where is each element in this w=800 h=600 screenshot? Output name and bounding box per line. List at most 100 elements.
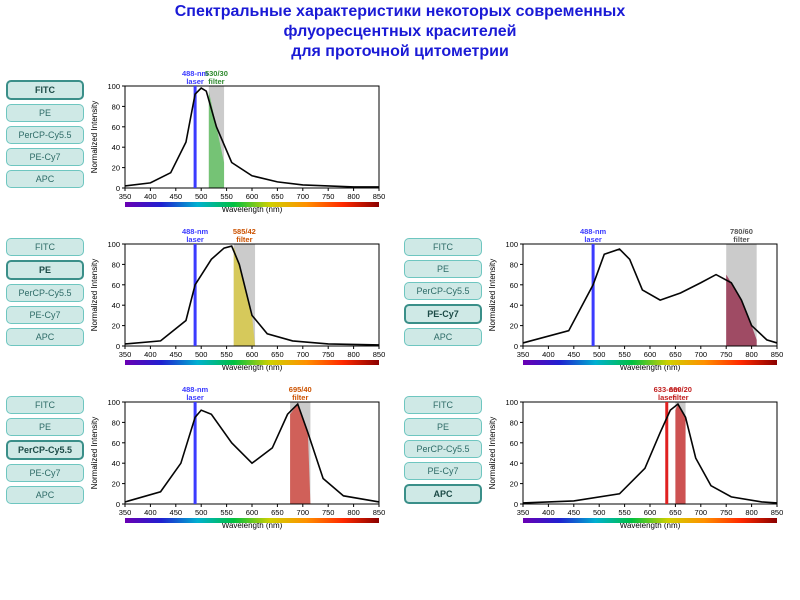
legend-pecy7: FITC PE PerCP-Cy5.5 PE-Cy7 APC [404, 224, 482, 346]
x-tick-label: 700 [695, 508, 708, 517]
cell-pecy7: FITCPEPerCP-Cy5.5PE-Cy7APC 3504004505005… [404, 224, 794, 376]
chart-pe: 3504004505005506006507007508008500204060… [87, 224, 396, 376]
x-tick-label: 500 [593, 350, 606, 359]
filter-label-bottom: filter [292, 393, 308, 402]
y-tick-label: 60 [112, 281, 120, 290]
tab-fitc[interactable]: FITC [6, 396, 84, 414]
x-tick-label: 450 [170, 508, 183, 517]
x-tick-label: 850 [373, 508, 386, 517]
y-tick-label: 40 [510, 301, 518, 310]
tab-pe-cy7[interactable]: PE-Cy7 [404, 304, 482, 324]
spectrum-bar [523, 518, 777, 523]
y-axis-label: Normalized Intensity [488, 417, 497, 489]
tab-fitc[interactable]: FITC [404, 238, 482, 256]
x-tick-label: 600 [246, 508, 259, 517]
chart-percp: 3504004505005506006507007508008500204060… [87, 382, 396, 534]
y-tick-label: 80 [510, 418, 518, 427]
y-tick-label: 40 [112, 301, 120, 310]
x-tick-label: 500 [195, 192, 208, 201]
chart-pecy7: 3504004505005506006507007508008500204060… [485, 224, 794, 376]
plot-area [125, 86, 379, 188]
y-tick-label: 40 [112, 143, 120, 152]
tab-pe[interactable]: PE [404, 418, 482, 436]
x-tick-label: 650 [271, 192, 284, 201]
x-tick-label: 750 [322, 508, 335, 517]
tab-pe-cy7[interactable]: PE-Cy7 [6, 306, 84, 324]
spectrum-chart: 3504004505005506006507007508008500204060… [87, 66, 387, 218]
x-tick-label: 700 [297, 508, 310, 517]
x-tick-label: 750 [322, 350, 335, 359]
tab-pe-cy7[interactable]: PE-Cy7 [6, 148, 84, 166]
x-tick-label: 750 [720, 508, 733, 517]
title-line-2: флуоресцентных красителей [6, 22, 794, 42]
x-tick-label: 650 [271, 350, 284, 359]
tab-fitc[interactable]: FITC [6, 238, 84, 256]
laser-label-bottom: laser [186, 77, 204, 86]
tab-percp-cy5-5[interactable]: PerCP-Cy5.5 [6, 440, 84, 460]
x-tick-label: 550 [618, 350, 631, 359]
laser-label-bottom: laser [186, 393, 204, 402]
tab-fitc[interactable]: FITC [404, 396, 482, 414]
x-tick-label: 450 [568, 508, 581, 517]
spectrum-bar [125, 202, 379, 207]
cell-empty [404, 66, 794, 218]
x-tick-label: 400 [144, 508, 157, 517]
legend-pe: FITC PE PerCP-Cy5.5 PE-Cy7 APC [6, 224, 84, 346]
tab-percp-cy5-5[interactable]: PerCP-Cy5.5 [404, 440, 482, 458]
tab-percp-cy5-5[interactable]: PerCP-Cy5.5 [6, 126, 84, 144]
x-tick-label: 400 [542, 350, 555, 359]
y-tick-label: 0 [116, 342, 120, 351]
y-tick-label: 20 [112, 480, 120, 489]
x-tick-label: 400 [144, 192, 157, 201]
x-tick-label: 350 [119, 350, 132, 359]
cell-apc: FITCPEPerCP-Cy5.5PE-Cy7APC 3504004505005… [404, 382, 794, 534]
tab-apc[interactable]: APC [6, 170, 84, 188]
y-tick-label: 60 [112, 123, 120, 132]
spectrum-bar [523, 360, 777, 365]
tab-apc[interactable]: APC [404, 484, 482, 504]
y-tick-label: 80 [112, 102, 120, 111]
tab-percp-cy5-5[interactable]: PerCP-Cy5.5 [404, 282, 482, 300]
x-tick-label: 450 [568, 350, 581, 359]
y-tick-label: 100 [107, 82, 120, 91]
tab-pe[interactable]: PE [6, 260, 84, 280]
y-tick-label: 0 [514, 342, 518, 351]
tab-apc[interactable]: APC [404, 328, 482, 346]
x-tick-label: 500 [593, 508, 606, 517]
cell-pe: FITCPEPerCP-Cy5.5PE-Cy7APC 3504004505005… [6, 224, 396, 376]
y-tick-label: 100 [505, 398, 518, 407]
y-tick-label: 80 [112, 260, 120, 269]
spectrum-curve [523, 404, 777, 503]
y-tick-label: 0 [514, 500, 518, 509]
x-tick-label: 750 [322, 192, 335, 201]
y-axis-label: Normalized Intensity [90, 417, 99, 489]
tab-apc[interactable]: APC [6, 328, 84, 346]
page-title: Спектральные характеристики некоторых со… [0, 0, 800, 66]
x-tick-label: 500 [195, 508, 208, 517]
emission-fill [675, 404, 685, 504]
y-axis-label: Normalized Intensity [488, 259, 497, 331]
tab-pe-cy7[interactable]: PE-Cy7 [404, 462, 482, 480]
legend-fitc: FITC PE PerCP-Cy5.5 PE-Cy7 APC [6, 66, 84, 188]
charts-grid: FITCPEPerCP-Cy5.5PE-Cy7APC 3504004505005… [0, 66, 800, 534]
x-tick-label: 800 [745, 350, 758, 359]
y-tick-label: 100 [505, 240, 518, 249]
tab-apc[interactable]: APC [6, 486, 84, 504]
tab-pe[interactable]: PE [404, 260, 482, 278]
x-tick-label: 600 [246, 350, 259, 359]
x-tick-label: 800 [347, 350, 360, 359]
spectrum-chart: 3504004505005506006507007508008500204060… [87, 224, 387, 376]
tab-fitc[interactable]: FITC [6, 80, 84, 100]
x-tick-label: 500 [195, 350, 208, 359]
y-tick-label: 20 [510, 480, 518, 489]
title-line-3: для проточной цитометрии [6, 42, 794, 62]
tab-percp-cy5-5[interactable]: PerCP-Cy5.5 [6, 284, 84, 302]
tab-pe[interactable]: PE [6, 104, 84, 122]
tab-pe-cy7[interactable]: PE-Cy7 [6, 464, 84, 482]
tab-pe[interactable]: PE [6, 418, 84, 436]
y-tick-label: 60 [112, 439, 120, 448]
legend-apc: FITC PE PerCP-Cy5.5 PE-Cy7 APC [404, 382, 482, 504]
spectrum-chart: 3504004505005506006507007508008500204060… [485, 224, 785, 376]
y-tick-label: 100 [107, 398, 120, 407]
spectrum-bar [125, 360, 379, 365]
